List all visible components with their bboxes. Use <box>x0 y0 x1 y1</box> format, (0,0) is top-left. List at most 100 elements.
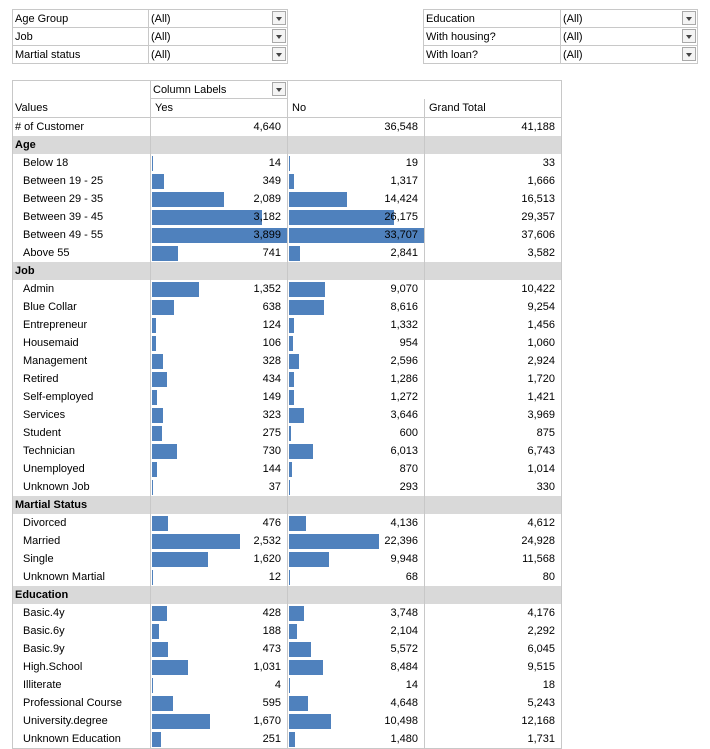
grand-total-value: 6,743 <box>425 442 562 460</box>
no-data-bar <box>289 390 294 405</box>
row-label[interactable]: Blue Collar <box>13 298 151 316</box>
row-label[interactable]: Unknown Job <box>13 478 151 496</box>
row-label[interactable]: Student <box>13 424 151 442</box>
row-label[interactable]: Basic.9y <box>13 640 151 658</box>
chevron-down-icon[interactable] <box>272 11 286 25</box>
group-title[interactable]: Education <box>13 586 151 604</box>
grand-total-value: 3,969 <box>425 406 562 424</box>
filter-value[interactable]: (All) <box>148 27 288 46</box>
row-label[interactable]: Between 29 - 35 <box>13 190 151 208</box>
yes-data-bar <box>152 714 210 729</box>
row-label[interactable]: Unknown Education <box>13 730 151 748</box>
yes-value: 434 <box>262 373 281 385</box>
yes-data-bar <box>152 156 153 171</box>
table-row: Unemployed 144 870 1,014 <box>13 460 562 478</box>
row-label[interactable]: Between 39 - 45 <box>13 208 151 226</box>
row-label[interactable]: Married <box>13 532 151 550</box>
yes-cell: 37 <box>151 478 288 496</box>
yes-value: 106 <box>262 337 281 349</box>
row-label[interactable]: Below 18 <box>13 154 151 172</box>
row-label[interactable]: Basic.4y <box>13 604 151 622</box>
yes-data-bar <box>152 408 163 423</box>
row-label[interactable]: Professional Course <box>13 694 151 712</box>
chevron-down-icon[interactable] <box>272 47 286 61</box>
row-label[interactable]: Admin <box>13 280 151 298</box>
group-header-row: Education <box>13 586 562 604</box>
chevron-down-icon[interactable] <box>272 82 286 96</box>
yes-cell: 328 <box>151 352 288 370</box>
row-label[interactable]: Single <box>13 550 151 568</box>
no-data-bar <box>289 354 299 369</box>
yes-cell: 730 <box>151 442 288 460</box>
yes-cell: 3,899 <box>151 226 288 244</box>
filter-value[interactable]: (All) <box>148 45 288 64</box>
no-data-bar <box>289 660 323 675</box>
row-label[interactable]: Technician <box>13 442 151 460</box>
filter-label: With housing? <box>423 27 561 46</box>
row-label[interactable]: Basic.6y <box>13 622 151 640</box>
row-label[interactable]: Housemaid <box>13 334 151 352</box>
column-labels-filter[interactable]: Column Labels <box>151 81 288 99</box>
table-row: Services 323 3,646 3,969 <box>13 406 562 424</box>
filter-value[interactable]: (All) <box>148 9 288 28</box>
yes-cell: 428 <box>151 604 288 622</box>
grand-total-value: 80 <box>425 568 562 586</box>
yes-cell: 473 <box>151 640 288 658</box>
yes-value: 741 <box>262 247 281 259</box>
chevron-down-icon[interactable] <box>272 29 286 43</box>
group-title[interactable]: Age <box>13 136 151 154</box>
grand-total-value: 2,924 <box>425 352 562 370</box>
group-fill-cell <box>425 496 562 514</box>
row-label[interactable]: Retired <box>13 370 151 388</box>
row-label[interactable]: Illiterate <box>13 676 151 694</box>
table-row: Unknown Education 251 1,480 1,731 <box>13 730 562 749</box>
yes-data-bar <box>152 624 159 639</box>
row-label[interactable]: University.degree <box>13 712 151 730</box>
no-cell: 1,332 <box>288 316 425 334</box>
no-data-bar <box>289 552 329 567</box>
chevron-down-icon[interactable] <box>682 29 696 43</box>
yes-cell: 188 <box>151 622 288 640</box>
chevron-down-icon[interactable] <box>682 11 696 25</box>
row-label[interactable]: Between 49 - 55 <box>13 226 151 244</box>
group-title[interactable]: Martial Status <box>13 496 151 514</box>
no-value: 870 <box>399 463 418 475</box>
column-labels-row: Column Labels <box>13 81 562 99</box>
yes-data-bar <box>152 642 168 657</box>
yes-value: 275 <box>262 427 281 439</box>
chevron-down-icon[interactable] <box>682 47 696 61</box>
row-label[interactable]: Between 19 - 25 <box>13 172 151 190</box>
row-label[interactable]: Unknown Martial <box>13 568 151 586</box>
filter-value[interactable]: (All) <box>560 9 698 28</box>
group-fill-cell <box>151 586 288 604</box>
filter-value[interactable]: (All) <box>560 27 698 46</box>
filter-row: Martial status (All) <box>12 45 288 64</box>
table-row: Admin 1,352 9,070 10,422 <box>13 280 562 298</box>
row-label[interactable]: Entrepreneur <box>13 316 151 334</box>
grand-total-value: 1,060 <box>425 334 562 352</box>
group-title[interactable]: Job <box>13 262 151 280</box>
row-label[interactable]: Self-employed <box>13 388 151 406</box>
filter-value[interactable]: (All) <box>560 45 698 64</box>
filter-label: Job <box>12 27 149 46</box>
yes-value: 2,089 <box>253 193 281 205</box>
row-label[interactable]: Management <box>13 352 151 370</box>
table-row: Self-employed 149 1,272 1,421 <box>13 388 562 406</box>
yes-cell: 14 <box>151 154 288 172</box>
row-label[interactable]: Above 55 <box>13 244 151 262</box>
yes-cell: 1,670 <box>151 712 288 730</box>
row-label[interactable]: High.School <box>13 658 151 676</box>
no-cell: 1,286 <box>288 370 425 388</box>
filter-row: Age Group (All) <box>12 9 288 28</box>
no-value: 10,498 <box>384 715 418 727</box>
yes-data-bar <box>152 660 188 675</box>
row-label[interactable]: Services <box>13 406 151 424</box>
filter-label: Martial status <box>12 45 149 64</box>
no-data-bar <box>289 174 294 189</box>
row-label[interactable]: Divorced <box>13 514 151 532</box>
no-cell: 4,136 <box>288 514 425 532</box>
yes-cell: 1,620 <box>151 550 288 568</box>
no-value: 600 <box>399 427 418 439</box>
row-label[interactable]: Unemployed <box>13 460 151 478</box>
no-cell: 14 <box>288 676 425 694</box>
